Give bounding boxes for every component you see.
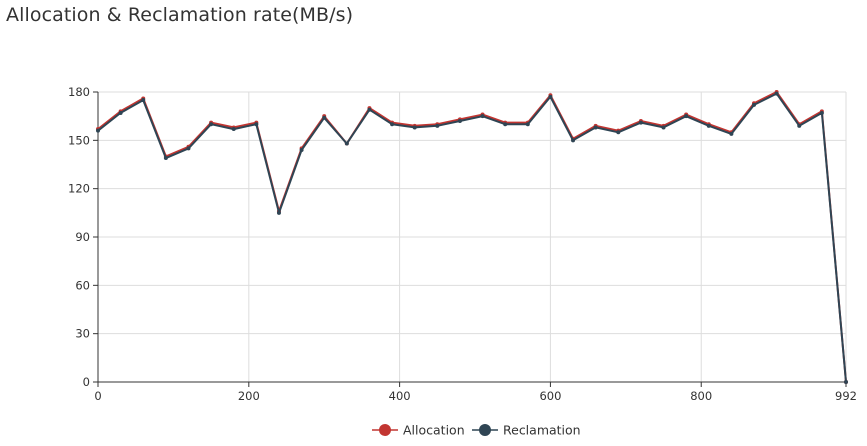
x-tick-label: 400 (389, 389, 411, 403)
data-point-reclamation[interactable] (548, 94, 553, 99)
series-line-reclamation (97, 92, 847, 383)
data-point-reclamation[interactable] (118, 110, 123, 115)
data-point-reclamation[interactable] (593, 125, 598, 130)
series-line-allocation (97, 91, 847, 383)
data-point-reclamation[interactable] (729, 131, 734, 136)
data-point-reclamation[interactable] (412, 125, 417, 130)
data-point-reclamation[interactable] (706, 123, 711, 128)
legend[interactable]: Allocation Reclamation (372, 423, 581, 438)
y-tick-label: 90 (75, 230, 90, 244)
data-point-reclamation[interactable] (299, 148, 304, 152)
data-point-reclamation[interactable] (186, 146, 191, 151)
data-point-reclamation[interactable] (844, 380, 848, 384)
data-point-reclamation[interactable] (638, 120, 643, 125)
data-point-reclamation[interactable] (797, 123, 802, 128)
data-point-reclamation[interactable] (390, 122, 395, 127)
y-tick-label: 60 (75, 278, 90, 292)
y-tick-label: 150 (68, 133, 90, 147)
y-tick-label: 120 (68, 182, 90, 196)
y-tick-label: 0 (83, 375, 90, 389)
grid (98, 91, 847, 382)
data-point-reclamation[interactable] (367, 107, 372, 112)
data-point-reclamation[interactable] (525, 122, 530, 127)
y-tick-label: 30 (75, 327, 90, 341)
data-point-reclamation[interactable] (571, 138, 576, 143)
data-point-reclamation[interactable] (163, 156, 168, 161)
chart-title: Allocation & Reclamation rate(MB/s) (6, 4, 354, 26)
data-point-reclamation[interactable] (276, 210, 281, 215)
data-point-reclamation[interactable] (819, 110, 824, 115)
legend-marker (379, 424, 391, 436)
data-point-reclamation[interactable] (616, 130, 621, 135)
data-point-reclamation[interactable] (661, 125, 666, 130)
data-point-reclamation[interactable] (209, 122, 214, 127)
legend-label: Reclamation (503, 423, 581, 438)
data-point-reclamation[interactable] (480, 114, 485, 119)
data-point-reclamation[interactable] (503, 122, 508, 127)
data-point-reclamation[interactable] (752, 102, 757, 107)
data-point-reclamation[interactable] (322, 115, 327, 120)
data-point-reclamation[interactable] (684, 114, 689, 119)
axes: 0 30 60 90 120 150 180 0 200 400 600 800 992 (68, 85, 857, 403)
y-tick-label: 180 (68, 85, 90, 99)
series-reclamation (96, 91, 848, 384)
x-tick-label: 992 (835, 389, 857, 403)
x-tick-label: 600 (539, 389, 561, 403)
x-tick-label: 800 (690, 389, 712, 403)
data-point-reclamation[interactable] (141, 98, 146, 103)
series-layer (96, 90, 848, 384)
data-point-reclamation[interactable] (344, 141, 349, 146)
data-point-reclamation[interactable] (774, 91, 779, 96)
x-tick-label: 200 (238, 389, 260, 403)
data-point-reclamation[interactable] (254, 122, 259, 127)
legend-marker (479, 424, 491, 436)
x-tick-label: 0 (94, 389, 101, 403)
legend-item-reclamation[interactable]: Reclamation (472, 423, 581, 438)
data-point-reclamation[interactable] (231, 127, 236, 132)
legend-item-allocation[interactable]: Allocation (372, 423, 465, 438)
data-point-reclamation[interactable] (96, 128, 100, 133)
legend-label: Allocation (403, 423, 465, 438)
data-point-reclamation[interactable] (457, 119, 462, 123)
data-point-reclamation[interactable] (435, 123, 440, 128)
